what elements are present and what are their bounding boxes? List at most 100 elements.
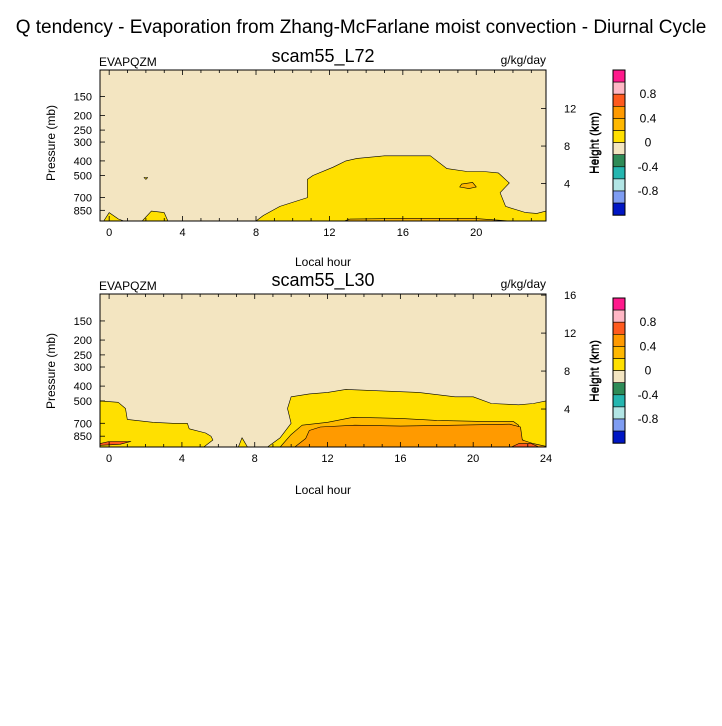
x-axis-label: Local hour [295,483,351,497]
panel-title: scam55_L30 [271,270,374,291]
right-axis-label: Height (km) [587,112,601,174]
x-tick-label: 12 [321,453,333,465]
y-tick-label: 200 [74,335,92,347]
y-axis-label: Pressure (mb) [44,333,58,409]
contour-region [141,210,169,221]
contour-region [143,177,148,180]
colorbar-swatch [612,406,626,420]
x-tick-label: 24 [540,453,552,465]
units-label: g/kg/day [501,277,546,291]
contour-region [100,400,214,447]
colorbar-swatch [612,358,626,371]
panel-title: scam55_L72 [271,46,374,67]
plot-frame [99,293,547,448]
colorbar-swatch [612,333,626,347]
colorbar-swatch [612,178,626,192]
colorbar-swatch [612,190,626,204]
right-tick-label: 16 [564,290,576,302]
colorbar-label: Height (km) [588,340,602,402]
contour-region [459,182,477,189]
contour-regions [103,155,546,221]
y-tick-label: 500 [74,396,92,408]
colorbar-swatch [612,93,626,107]
colorbar-tick-label: 0 [645,136,652,150]
contour-region [238,437,248,447]
x-tick-label: 4 [179,453,185,465]
right-tick-label: 12 [564,328,576,340]
colorbar-tick-label: -0.4 [638,160,659,174]
colorbar-label: Height (km) [588,112,602,174]
y-tick-label: 400 [74,156,92,168]
x-tick-label: 12 [323,227,335,239]
y-tick-label: 700 [74,193,92,205]
panel-scam55-L30: EVAPQZM scam55_L30 g/kg/day 0 4 8 12 16 20 24 1… [44,270,601,497]
x-tick-label: 16 [394,453,406,465]
x-tick-label: 8 [252,453,258,465]
colorbar-tick-label: -0.8 [638,412,659,426]
right-tick-label: 8 [564,366,570,378]
contour-region [255,155,546,221]
contour-regions [100,389,546,447]
y-tick-label: 700 [74,418,92,430]
colorbar-tick-label: 0.4 [640,111,657,125]
colorbar-swatch [612,346,626,359]
right-tick-label: 4 [564,179,570,191]
colorbar-swatch [612,202,626,216]
colorbar: Height (km) 0.8 0.4 0 -0.4 -0.8 [588,69,659,216]
colorbar-swatch [612,118,626,131]
y-tick-label: 200 [74,110,92,122]
y-tick-label: 250 [74,125,92,137]
colorbar-swatch [612,394,626,408]
colorbar-swatch [612,142,626,156]
colorbar-swatch [612,297,626,311]
right-axis-label: Height (km) [587,340,601,402]
colorbar-tick-label: -0.4 [638,388,659,402]
x-tick-label: 20 [470,227,482,239]
colorbar-swatch [612,166,626,180]
colorbar-swatch [612,309,626,323]
plot-frame [99,69,547,222]
colorbar-tick-label: 0.8 [640,315,657,329]
x-tick-label: 0 [106,227,112,239]
variable-label: EVAPQZM [99,55,157,69]
colorbar-frame [612,69,626,216]
contour-region [103,212,125,221]
colorbar-swatch [612,81,626,95]
x-tick-label: 0 [106,453,112,465]
y-tick-label: 850 [74,431,92,443]
x-tick-label: 4 [180,227,186,239]
right-tick-label: 8 [564,141,570,153]
contour-region [100,441,132,446]
x-tick-label: 16 [397,227,409,239]
colorbar-tick-label: 0.4 [640,339,657,353]
right-tick-label: 12 [564,104,576,116]
colorbar-swatch [612,106,626,119]
panel-scam55-L72: EVAPQZM scam55_L72 g/kg/day 0 4 8 12 16 20 150… [44,46,601,269]
y-tick-label: 150 [74,316,92,328]
contour-region [511,443,540,447]
right-tick-label: 4 [564,404,570,416]
colorbar-swatch [612,382,626,396]
colorbar-swatch [612,69,626,83]
colorbar-swatch [612,321,626,335]
y-tick-label: 400 [74,381,92,393]
colorbar-swatch [612,418,626,432]
x-axis-label: Local hour [295,255,351,269]
colorbar-tick-label: 0.8 [640,87,657,101]
y-tick-label: 300 [74,362,92,374]
colorbar-tick-label: -0.8 [638,184,659,198]
variable-label: EVAPQZM [99,279,157,293]
y-axis-label: Pressure (mb) [44,105,58,181]
colorbar-swatch [612,430,626,444]
y-tick-label: 250 [74,350,92,362]
colorbar-swatch [612,130,626,143]
colorbar-swatch [612,370,626,384]
x-tick-label: 20 [467,453,479,465]
y-tick-label: 850 [74,205,92,217]
colorbar-tick-label: 0 [645,364,652,378]
units-label: g/kg/day [501,53,546,67]
y-tick-label: 150 [74,92,92,104]
